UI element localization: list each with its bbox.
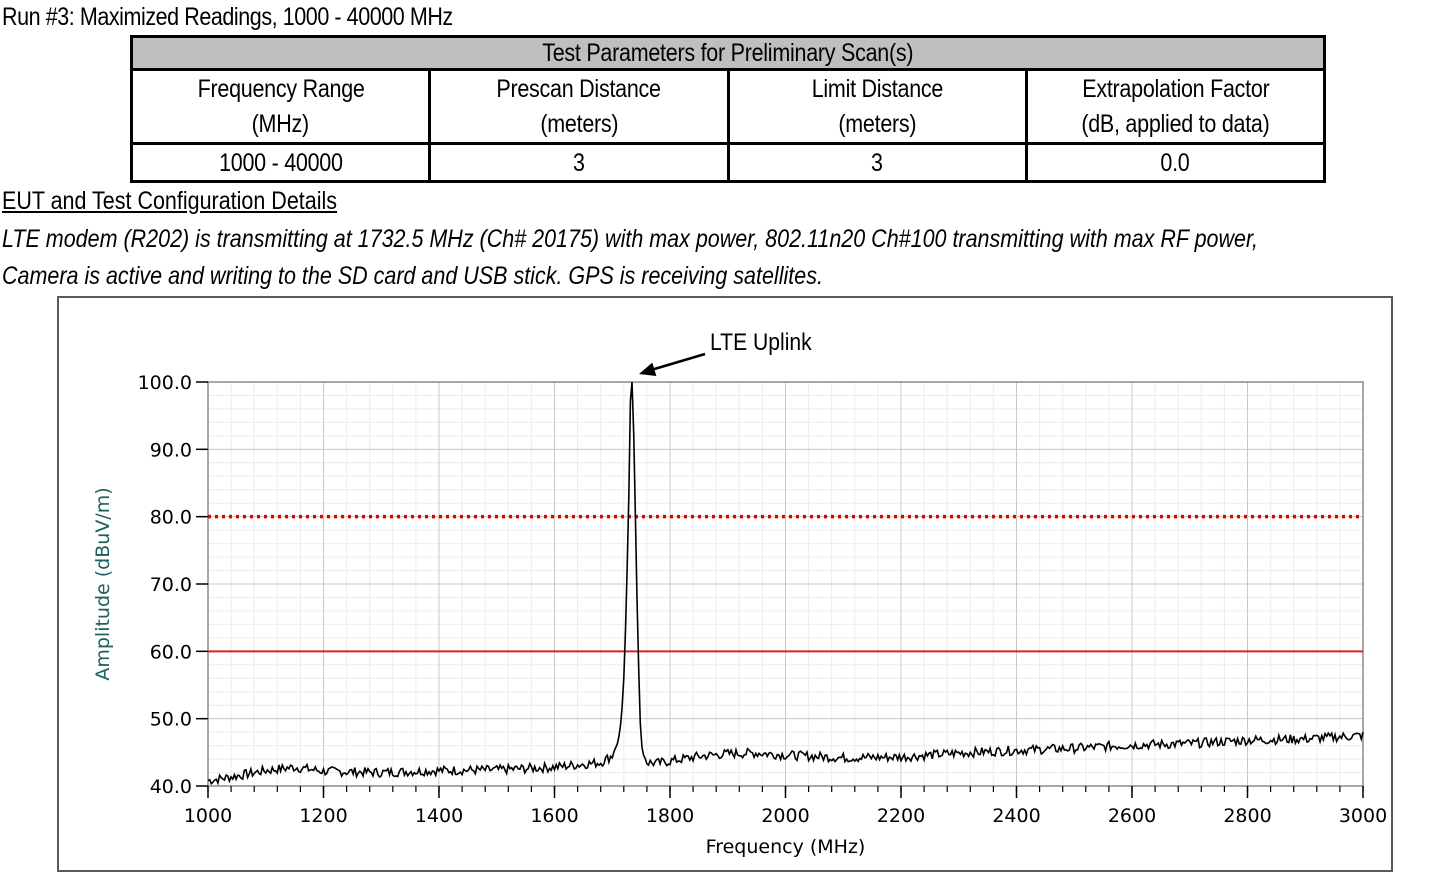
spectrum-chart: 1000 1200 1400 1600 1800 2000 2200 2400 2600 2800…	[92, 329, 1388, 858]
cell-extrapolation-factor: 0.0	[1024, 142, 1327, 183]
x-axis-label: Frequency (MHz)	[706, 836, 866, 858]
x-tick-label: 2200	[877, 805, 925, 827]
x-tick-label: 1600	[530, 805, 578, 827]
x-tick-label: 1400	[415, 805, 463, 827]
table-title: Test Parameters for Preliminary Scan(s)	[130, 34, 1326, 72]
x-tick-label: 1800	[646, 805, 694, 827]
run-title: Run #3: Maximized Readings, 1000 - 40000…	[2, 3, 453, 31]
eut-description-line-1: LTE modem (R202) is transmitting at 1732…	[2, 225, 1258, 253]
chart-frame: 1000 1200 1400 1600 1800 2000 2200 2400 2600 2800…	[57, 296, 1393, 872]
cell-prescan-distance: 3	[428, 142, 730, 183]
test-parameters-table: Test Parameters for Preliminary Scan(s) …	[129, 34, 1327, 183]
cell-frequency-range: 1000 - 40000	[129, 142, 432, 183]
y-tick-label: 60.0	[150, 641, 192, 663]
x-tick-label: 2800	[1223, 805, 1271, 827]
y-tick-label: 100.0	[138, 372, 192, 394]
eut-section-title: EUT and Test Configuration Details	[2, 187, 338, 215]
cell-limit-distance: 3	[726, 142, 1028, 183]
x-tick-label: 1000	[184, 805, 232, 827]
x-tick-label: 2400	[992, 805, 1040, 827]
x-tick-label: 1200	[299, 805, 347, 827]
annotation-label: LTE Uplink	[710, 329, 812, 356]
grid-major	[207, 381, 1364, 787]
y-tick-label: 90.0	[150, 439, 192, 461]
measurement-trace	[207, 381, 1364, 786]
x-tick-label: 2600	[1108, 805, 1156, 827]
column-header-limit-distance: Limit Distance (meters)	[726, 68, 1028, 146]
y-tick-label: 40.0	[150, 776, 192, 798]
x-tick-label: 3000	[1339, 805, 1387, 827]
y-tick-label: 70.0	[150, 574, 192, 596]
y-tick-label: 50.0	[150, 709, 192, 731]
annotation-arrow-head	[639, 362, 657, 377]
column-header-prescan-distance: Prescan Distance (meters)	[428, 68, 730, 146]
limit-lines	[208, 514, 1363, 653]
column-header-frequency-range: Frequency Range (MHz)	[129, 68, 432, 146]
trace-group	[207, 381, 1364, 786]
annotation-group: LTE Uplink	[639, 329, 812, 377]
y-tick-label: 80.0	[150, 507, 192, 529]
axes: 1000 1200 1400 1600 1800 2000 2200 2400 2600 2800…	[138, 372, 1388, 827]
y-axis-label: Amplitude (dBuV/m)	[92, 487, 114, 680]
annotation-arrow-line	[650, 352, 706, 372]
eut-description-line-2: Camera is active and writing to the SD c…	[2, 262, 823, 290]
column-header-extrapolation-factor: Extrapolation Factor (dB, applied to dat…	[1024, 68, 1327, 146]
x-tick-label: 2000	[761, 805, 809, 827]
